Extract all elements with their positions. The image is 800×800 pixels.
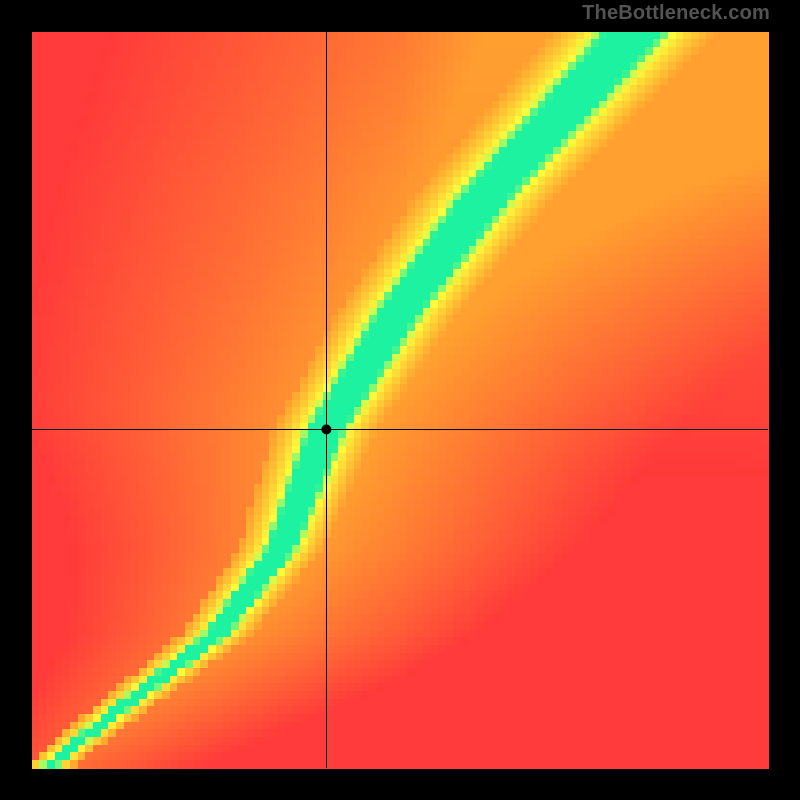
chart-frame: TheBottleneck.com xyxy=(0,0,800,800)
bottleneck-heatmap-canvas xyxy=(0,0,800,800)
watermark-text: TheBottleneck.com xyxy=(582,2,770,25)
